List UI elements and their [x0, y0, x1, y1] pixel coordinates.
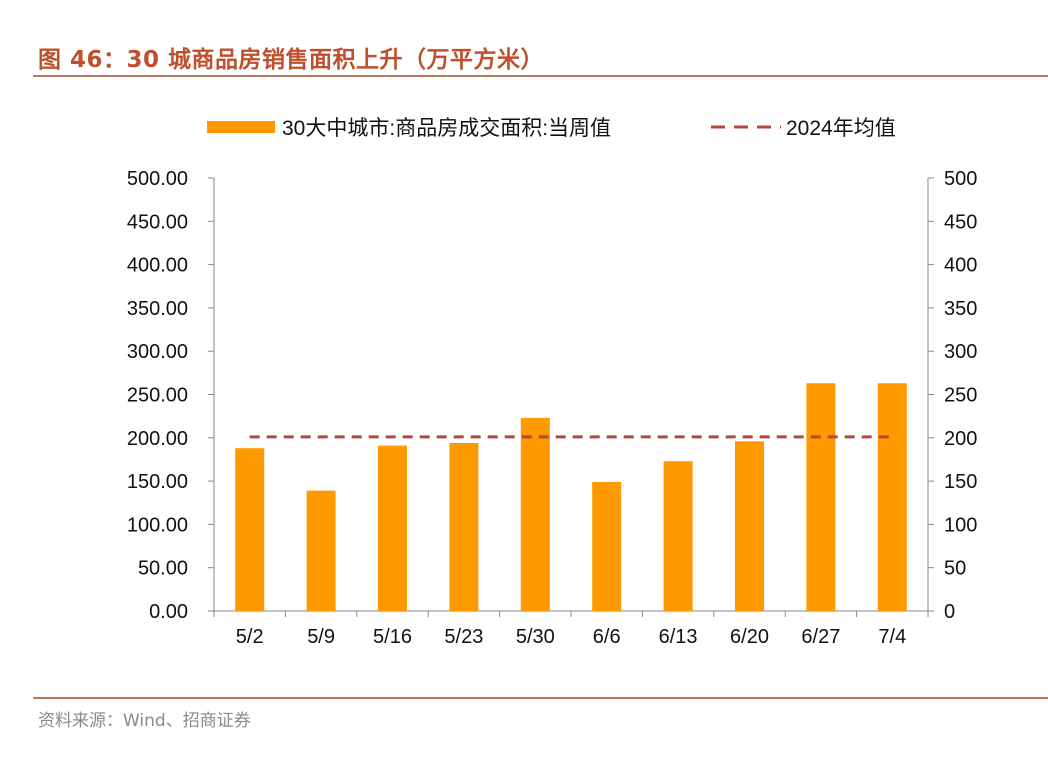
right-y-tick-label: 350	[944, 298, 977, 320]
bar	[520, 417, 550, 611]
left-y-tick-label: 250.00	[127, 385, 188, 407]
bar	[806, 383, 836, 611]
x-tick-label: 7/4	[878, 626, 906, 648]
x-tick-label: 5/16	[373, 626, 412, 648]
left-y-tick-label: 200.00	[127, 428, 188, 450]
left-y-tick-label: 400.00	[127, 255, 188, 277]
x-tick-label: 5/2	[236, 626, 264, 648]
right-y-tick-label: 150	[944, 471, 977, 493]
figure-title: 图 46：30 城商品房销售面积上升（万平方米）	[38, 47, 545, 73]
x-tick-label: 6/20	[730, 626, 769, 648]
source-note: 资料来源：Wind、招商证券	[38, 711, 251, 731]
right-y-tick-label: 400	[944, 255, 977, 277]
left-y-tick-label: 0.00	[149, 601, 188, 623]
left-y-tick-label: 500.00	[127, 168, 188, 190]
left-y-tick-label: 350.00	[127, 298, 188, 320]
bar	[877, 383, 907, 611]
left-y-tick-label: 150.00	[127, 471, 188, 493]
left-y-tick-label: 450.00	[127, 211, 188, 233]
bar-chart: 0.00 50.00 100.00 150.00 200.00 250.00 300.00 3…	[127, 117, 978, 648]
x-tick-label: 5/23	[444, 626, 483, 648]
right-y-tick-label: 100	[944, 514, 977, 536]
bar	[735, 441, 764, 611]
left-y-tick-label: 100.00	[127, 514, 188, 536]
left-y-tick-label: 50.00	[138, 558, 188, 580]
right-y-tick-label: 0	[944, 601, 955, 623]
title-divider	[33, 75, 1048, 77]
x-tick-label: 5/30	[516, 626, 555, 648]
right-y-tick-label: 250	[944, 385, 977, 407]
legend-line-label: 2024年均值	[786, 117, 896, 140]
legend-bar-swatch	[207, 121, 275, 133]
bar	[306, 490, 336, 611]
right-y-tick-label: 500	[944, 168, 977, 190]
right-y-tick-label: 300	[944, 341, 977, 363]
bar	[592, 481, 622, 611]
x-tick-label: 6/27	[801, 626, 840, 648]
bar	[663, 461, 693, 611]
bar	[378, 445, 407, 611]
right-y-tick-label: 200	[944, 428, 977, 450]
bar	[235, 448, 265, 611]
right-y-tick-label: 50	[944, 558, 966, 580]
x-tick-label: 6/6	[593, 626, 621, 648]
bar	[449, 442, 479, 611]
right-y-tick-label: 450	[944, 211, 977, 233]
source-divider	[33, 697, 1048, 699]
left-y-tick-label: 300.00	[127, 341, 188, 363]
x-tick-label: 5/9	[307, 626, 335, 648]
x-tick-label: 6/13	[659, 626, 698, 648]
legend-bar-label: 30大中城市:商品房成交面积:当周值	[282, 117, 611, 140]
